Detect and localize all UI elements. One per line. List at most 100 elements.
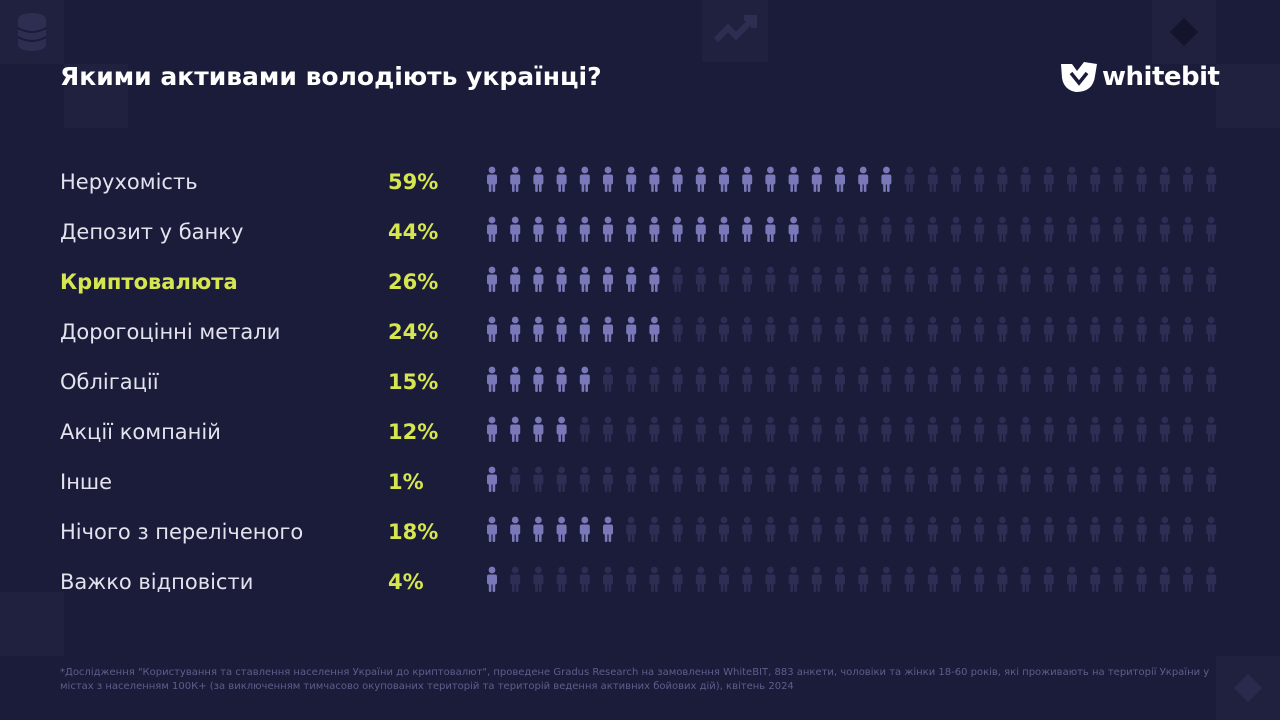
person-icon-empty bbox=[1206, 466, 1217, 492]
person-icon-filled bbox=[649, 166, 660, 192]
person-icon-empty bbox=[858, 416, 869, 442]
person-icon-empty bbox=[835, 366, 845, 392]
person-icon-empty bbox=[858, 266, 869, 292]
person-icon-empty bbox=[788, 316, 799, 342]
person-icon-empty bbox=[951, 166, 961, 192]
person-icon-empty bbox=[510, 466, 521, 492]
person-icon-empty bbox=[997, 316, 1008, 342]
person-icon-empty bbox=[1159, 466, 1170, 492]
person-icon-empty bbox=[1183, 416, 1193, 442]
person-icon-empty bbox=[904, 366, 915, 392]
person-icon-empty bbox=[881, 316, 892, 342]
person-icon-empty bbox=[1136, 316, 1147, 342]
person-icon-empty bbox=[1136, 216, 1147, 242]
person-icon-filled bbox=[510, 216, 521, 242]
person-icon-empty bbox=[603, 366, 613, 392]
person-icon-empty bbox=[927, 566, 938, 592]
person-icon-empty bbox=[742, 316, 753, 342]
person-icon-empty bbox=[765, 566, 776, 592]
person-icon-empty bbox=[1043, 366, 1054, 392]
person-icon-empty bbox=[579, 416, 590, 442]
person-icon-empty bbox=[1183, 366, 1193, 392]
person-icon-empty bbox=[695, 416, 706, 442]
person-icon-filled bbox=[556, 316, 567, 342]
person-icon-empty bbox=[1067, 416, 1077, 442]
person-icons bbox=[487, 166, 1217, 192]
category-label: Нічого з переліченого bbox=[60, 520, 304, 544]
person-icon-empty bbox=[1043, 166, 1054, 192]
person-icon-filled bbox=[788, 216, 799, 242]
chart-row: Нічого з переліченого 18% bbox=[0, 512, 1280, 552]
person-icon-empty bbox=[951, 516, 961, 542]
person-icon-filled bbox=[533, 516, 544, 542]
person-icon-empty bbox=[649, 466, 660, 492]
person-icon-empty bbox=[1113, 566, 1124, 592]
person-icon-empty bbox=[695, 466, 706, 492]
person-icon-empty bbox=[904, 516, 915, 542]
value-label: 1% bbox=[388, 470, 424, 494]
person-icon-empty bbox=[858, 516, 869, 542]
person-icon-empty bbox=[1183, 266, 1193, 292]
person-icon-empty bbox=[1113, 466, 1124, 492]
person-icon-filled bbox=[579, 516, 590, 542]
person-icon-empty bbox=[742, 466, 753, 492]
person-icon-empty bbox=[1183, 566, 1193, 592]
person-icon-empty bbox=[626, 566, 637, 592]
category-label: Криптовалюта bbox=[60, 270, 238, 294]
person-icon-filled bbox=[765, 216, 776, 242]
person-icon-empty bbox=[927, 266, 938, 292]
person-icons bbox=[487, 516, 1217, 542]
person-icon-filled bbox=[626, 166, 637, 192]
person-icon-empty bbox=[1159, 216, 1170, 242]
person-icon-filled bbox=[510, 266, 521, 292]
person-icon-empty bbox=[765, 516, 776, 542]
person-icon-filled bbox=[487, 566, 497, 592]
person-icon-empty bbox=[672, 366, 683, 392]
person-icons bbox=[487, 466, 1217, 492]
person-icon-filled bbox=[579, 266, 590, 292]
person-icon-empty bbox=[719, 366, 729, 392]
person-icon-empty bbox=[904, 566, 915, 592]
footnote: *Дослідження "Користування та ставлення … bbox=[60, 667, 1210, 692]
person-icon-empty bbox=[835, 316, 845, 342]
person-icon-empty bbox=[719, 516, 729, 542]
person-icon-empty bbox=[672, 566, 683, 592]
person-icon-empty bbox=[603, 466, 613, 492]
person-icon-empty bbox=[765, 466, 776, 492]
person-icon-empty bbox=[1067, 566, 1077, 592]
person-icon-empty bbox=[556, 466, 567, 492]
person-icon-filled bbox=[510, 416, 521, 442]
person-icon-empty bbox=[1043, 416, 1054, 442]
person-icon-filled bbox=[533, 166, 544, 192]
person-icon-empty bbox=[811, 566, 822, 592]
person-icon-empty bbox=[1090, 216, 1101, 242]
person-icon-empty bbox=[927, 366, 938, 392]
person-icon-empty bbox=[1113, 416, 1124, 442]
person-icon-filled bbox=[579, 216, 590, 242]
person-icon-empty bbox=[1113, 216, 1124, 242]
page-title: Якими активами володіють українці? bbox=[60, 62, 602, 91]
person-icon-empty bbox=[974, 366, 985, 392]
person-icon-empty bbox=[1090, 166, 1101, 192]
person-icon-empty bbox=[788, 516, 799, 542]
person-icon-filled bbox=[649, 316, 660, 342]
person-icon-empty bbox=[556, 566, 567, 592]
person-icon-empty bbox=[1206, 266, 1217, 292]
value-label: 59% bbox=[388, 170, 439, 194]
person-icon-empty bbox=[1067, 316, 1077, 342]
person-icon-empty bbox=[1206, 566, 1217, 592]
person-icon-filled bbox=[487, 466, 497, 492]
person-icon-empty bbox=[835, 416, 845, 442]
person-icon-empty bbox=[1067, 166, 1077, 192]
person-icon-empty bbox=[974, 466, 985, 492]
person-icon-filled bbox=[788, 166, 799, 192]
person-icon-empty bbox=[858, 466, 869, 492]
person-icon-empty bbox=[788, 566, 799, 592]
person-icon-empty bbox=[881, 516, 892, 542]
person-icon-filled bbox=[695, 166, 706, 192]
person-icon-empty bbox=[974, 316, 985, 342]
person-icon-empty bbox=[765, 366, 776, 392]
brand-name: whitebit bbox=[1102, 62, 1220, 92]
category-label: Акції компаній bbox=[60, 420, 221, 444]
person-icon-empty bbox=[1159, 516, 1170, 542]
